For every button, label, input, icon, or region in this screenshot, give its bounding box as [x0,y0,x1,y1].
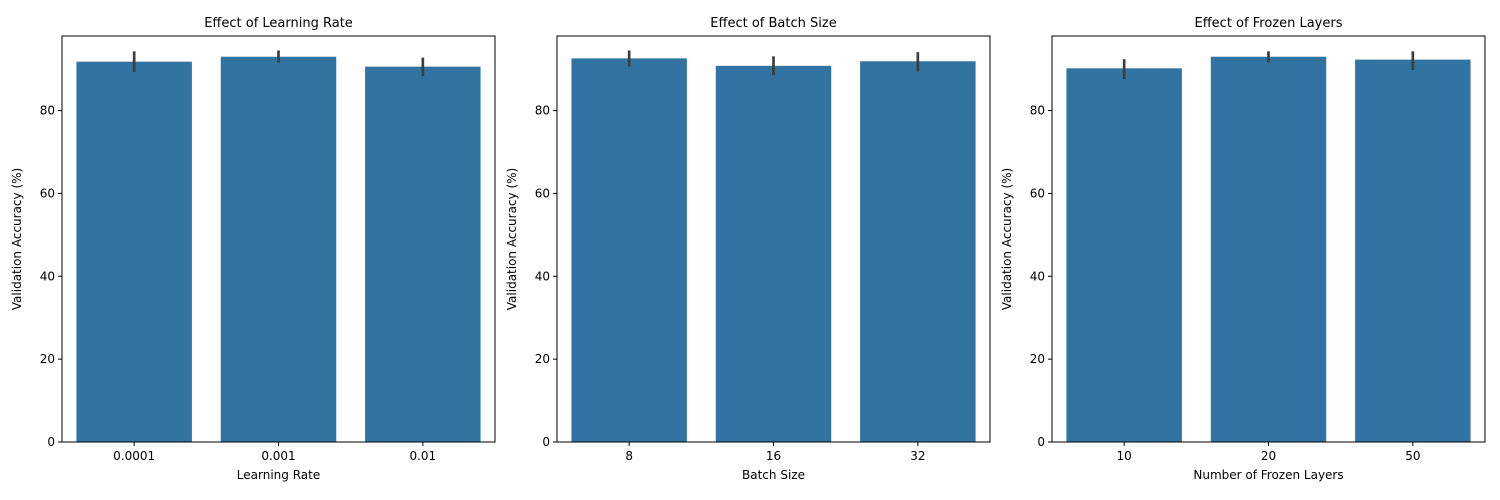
bar-8 [571,58,687,442]
y-tick-label: 40 [1030,269,1045,283]
bar-50 [1355,59,1471,442]
bar-10 [1066,68,1182,443]
y-tick-label: 0 [542,435,550,449]
x-axis-label: Number of Frozen Layers [1193,468,1343,482]
bar-32 [860,61,976,443]
x-tick-label: 0.0001 [113,449,155,463]
chart-panel-1: 0.0001 0.001 0.01 0 20 40 60 80 Effect of Learni… [10,16,496,482]
y-tick-label: 60 [40,186,55,200]
y-tick-label: 40 [40,269,55,283]
y-tick-label: 20 [40,352,55,366]
axes-frame [1051,35,1486,443]
x-axis-label: Learning Rate [237,468,320,482]
chart-title: Effect of Frozen Layers [1195,16,1343,31]
x-tick-label: 10 [1117,449,1132,463]
y-tick-label: 0 [1037,435,1045,449]
y-tick-label: 20 [535,352,550,366]
y-tick-label: 40 [535,269,550,283]
axes-frame [61,35,496,443]
x-tick-label: 0.01 [409,449,436,463]
bar-0.0001 [76,61,192,442]
x-tick-label: 20 [1261,449,1276,463]
y-axis-label: Validation Accuracy (%) [10,168,24,310]
y-tick-label: 80 [535,104,550,118]
bar-20 [1210,56,1327,442]
chart-title: Effect of Batch Size [710,16,836,31]
y-axis-label: Validation Accuracy (%) [505,168,519,310]
y-tick-label: 0 [47,435,55,449]
x-tick-label: 32 [910,449,925,463]
chart-panel-2: 8 16 32 0 20 40 60 80 Effect of Batch Size Batch … [505,16,991,482]
y-axis-label: Validation Accuracy (%) [1000,168,1014,310]
y-tick-label: 60 [535,186,550,200]
x-tick-label: 0.001 [261,449,295,463]
bar-0.01 [365,66,481,443]
y-tick-label: 80 [40,104,55,118]
x-tick-label: 8 [625,449,633,463]
x-axis-label: Batch Size [742,468,805,482]
x-tick-label: 16 [766,449,781,463]
x-tick-label: 50 [1405,449,1420,463]
chart-title: Effect of Learning Rate [204,16,353,31]
y-tick-label: 60 [1030,186,1045,200]
y-tick-label: 20 [1030,352,1045,366]
bar-16 [715,65,832,442]
axes-frame [556,35,991,443]
bar-0.001 [220,56,337,442]
chart-panel-3: 10 20 50 0 20 40 60 80 Effect of Frozen Layers Nu… [1000,16,1486,482]
y-tick-label: 80 [1030,104,1045,118]
